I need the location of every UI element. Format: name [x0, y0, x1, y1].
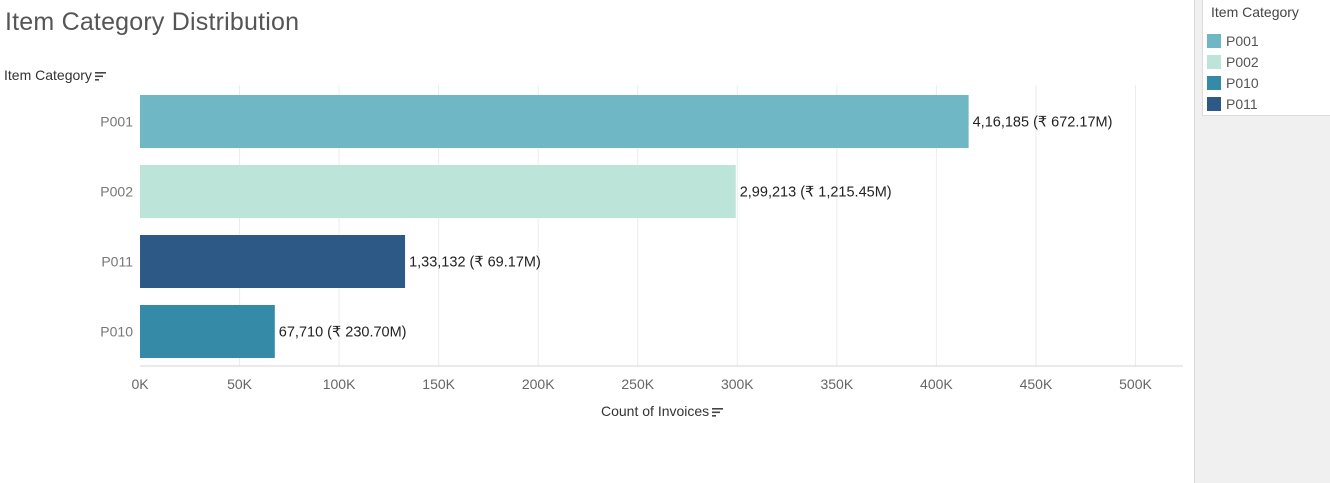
data-label: 67,710 (₹ 230.70M)	[279, 325, 407, 341]
legend-label: P002	[1226, 54, 1259, 70]
x-tick-label: 300K	[721, 376, 754, 392]
legend-swatch	[1207, 97, 1221, 111]
legend-panel: Item Category P001 P002 P010 P011	[1194, 0, 1330, 483]
x-tick-label: 450K	[1020, 376, 1053, 392]
data-label: 1,33,132 (₹ 69.17M)	[409, 255, 541, 271]
legend: Item Category P001 P002 P010 P011	[1202, 0, 1330, 116]
x-tick-label: 500K	[1119, 376, 1152, 392]
x-tick-label: 250K	[621, 376, 654, 392]
bar-p010[interactable]	[140, 305, 275, 358]
category-label: P002	[100, 184, 133, 200]
x-axis-title[interactable]: Count of Invoices	[601, 403, 724, 420]
legend-label: P010	[1226, 75, 1259, 91]
x-axis-title-label: Count of Invoices	[601, 403, 710, 419]
data-label: 4,16,185 (₹ 672.17M)	[973, 115, 1113, 131]
category-label: P011	[101, 254, 133, 270]
chart-title: Item Category Distribution	[5, 8, 300, 36]
legend-swatch	[1207, 34, 1221, 48]
bar-chart: P001 4,16,185 (₹ 672.17M) P002 2,99,213 (₹ …	[100, 85, 1183, 392]
x-tick-label: 150K	[422, 376, 455, 392]
x-tick-label: 100K	[323, 376, 356, 392]
legend-item-p001[interactable]: P001	[1207, 32, 1259, 50]
legend-swatch	[1207, 76, 1221, 90]
y-axis-title-label: Item Category	[4, 67, 92, 83]
x-tick-label: 400K	[920, 376, 953, 392]
bar-p002[interactable]	[140, 165, 736, 218]
legend-label: P011	[1226, 96, 1258, 112]
category-label: P001	[100, 114, 133, 130]
x-tick-label: 50K	[227, 376, 253, 392]
category-label: P010	[100, 324, 133, 340]
data-label: 2,99,213 (₹ 1,215.45M)	[740, 185, 892, 201]
x-tick-label: 350K	[820, 376, 853, 392]
legend-item-p002[interactable]: P002	[1207, 53, 1259, 71]
y-axis-title[interactable]: Item Category	[4, 67, 106, 84]
bar-p001[interactable]	[140, 95, 969, 148]
legend-swatch	[1207, 55, 1221, 69]
sort-icon[interactable]	[94, 68, 106, 84]
bar-p011[interactable]	[140, 235, 406, 288]
legend-item-p011[interactable]: P011	[1207, 95, 1258, 113]
x-tick-label: 0K	[131, 376, 149, 392]
legend-item-p010[interactable]: P010	[1207, 74, 1259, 92]
legend-label: P001	[1226, 33, 1259, 49]
legend-title: Item Category	[1211, 4, 1299, 20]
x-tick-label: 200K	[522, 376, 555, 392]
sort-icon[interactable]	[712, 404, 724, 420]
